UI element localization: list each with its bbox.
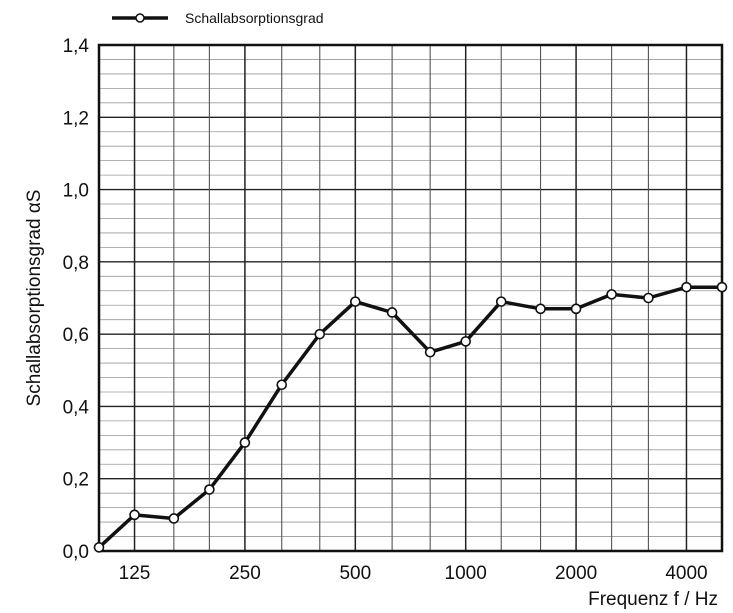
data-point — [570, 303, 582, 315]
series-line — [97, 285, 722, 549]
y-tick-label: 1,0 — [63, 181, 89, 202]
legend: Schallabsorptionsgrad — [112, 10, 324, 26]
data-point — [606, 289, 617, 300]
series-layer — [93, 281, 728, 553]
data-point — [716, 281, 728, 293]
y-tick-label: 0,0 — [63, 542, 89, 563]
x-tick-label: 125 — [119, 563, 151, 584]
data-point — [460, 336, 471, 347]
x-tick-label: 1000 — [445, 563, 487, 584]
legend-circle-marker — [135, 13, 145, 23]
data-point — [350, 296, 361, 307]
data-point — [314, 328, 326, 340]
grid — [99, 45, 722, 551]
x-tick-label: 250 — [229, 563, 261, 584]
data-point — [129, 509, 140, 521]
x-tick-label: 500 — [339, 563, 371, 584]
data-point — [93, 542, 105, 553]
legend-label: Schallabsorptionsgrad — [185, 10, 324, 26]
data-point — [535, 303, 546, 315]
data-point — [424, 346, 436, 358]
y-tick-label: 1,2 — [63, 108, 89, 129]
y-axis-title: Schallabsorptionsgrad αS — [24, 190, 45, 407]
y-tick-labels: 0,0 0,2 0,4 0,6 0,8 1,0 1,2 1,4 — [63, 36, 90, 563]
y-tick-label: 0,6 — [63, 325, 89, 346]
data-point — [386, 307, 398, 318]
y-tick-label: 1,4 — [63, 36, 90, 57]
data-point — [495, 296, 507, 307]
y-tick-label: 0,2 — [63, 470, 89, 491]
data-point — [204, 484, 215, 495]
x-tick-labels: 125 250 500 1000 2000 4000 — [119, 563, 708, 584]
x-tick-label: 4000 — [665, 563, 707, 584]
data-point — [681, 281, 692, 293]
plot-frame — [97, 43, 724, 553]
data-point — [643, 292, 654, 304]
y-tick-label: 0,4 — [63, 397, 90, 418]
data-point — [168, 513, 180, 524]
y-tick-label: 0,8 — [63, 253, 89, 274]
data-point — [276, 379, 288, 391]
x-axis-title: Frequenz f / Hz — [588, 589, 718, 610]
data-point — [239, 437, 251, 448]
x-tick-label: 2000 — [555, 563, 597, 584]
